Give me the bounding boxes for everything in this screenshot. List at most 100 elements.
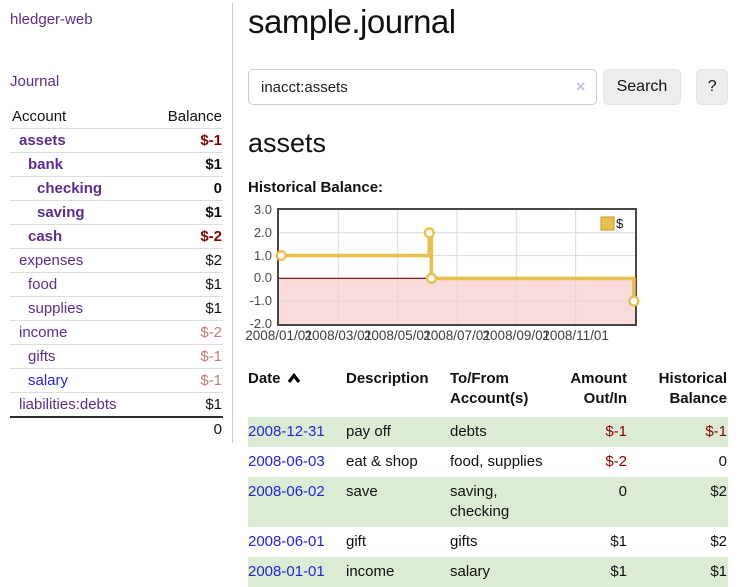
col-date-label: Date bbox=[248, 370, 281, 387]
col-amount: Amount Out/In bbox=[570, 370, 627, 407]
journal-nav: Journal bbox=[10, 73, 223, 90]
sidebar-item-journal[interactable]: Journal bbox=[10, 73, 60, 90]
main-content: sample.journal × Search ? assets Histori… bbox=[245, 3, 728, 587]
app-title-link[interactable]: hledger-web bbox=[10, 11, 93, 28]
transaction-description: income bbox=[346, 563, 395, 580]
x-tick-label: 2008/03/01 bbox=[304, 328, 373, 343]
transaction-accounts: gifts bbox=[450, 533, 478, 550]
y-tick-label: -1.0 bbox=[249, 293, 272, 309]
account-link[interactable]: income bbox=[19, 324, 68, 341]
transaction-balance: $-1 bbox=[705, 423, 727, 440]
account-balance: $-2 bbox=[148, 224, 223, 249]
account-balance: $1 bbox=[148, 272, 223, 297]
account-row: checking 0 bbox=[10, 176, 223, 201]
hledger-web-page: hledger-web Journal Account Balance asse… bbox=[0, 3, 742, 587]
transaction-accounts: debts bbox=[450, 423, 487, 440]
account-row: income $-2 bbox=[10, 320, 223, 345]
table-row: 2008-12-31 pay off debts $-1 $-1 bbox=[248, 417, 728, 447]
transaction-date-link[interactable]: 2008-06-01 bbox=[248, 533, 325, 550]
transaction-date-link[interactable]: 2008-01-01 bbox=[248, 563, 325, 580]
account-row: expenses $2 bbox=[10, 248, 223, 273]
x-tick-label: 2008/07/01 bbox=[423, 328, 491, 343]
chart-title: Historical Balance: bbox=[248, 179, 384, 196]
chart-x-axis: 2008/01/01 2008/03/01 2008/05/01 2008/07/01… bbox=[245, 328, 728, 346]
transaction-amount: $-2 bbox=[605, 453, 627, 470]
transaction-amount: $1 bbox=[610, 533, 627, 550]
transaction-date-link[interactable]: 2008-06-02 bbox=[248, 483, 325, 500]
account-link[interactable]: gifts bbox=[28, 348, 56, 365]
chart-plot-area: $ bbox=[275, 208, 640, 326]
transaction-description: save bbox=[346, 483, 378, 500]
x-tick-label: 2008/09/01 bbox=[482, 328, 551, 343]
account-row: cash $-2 bbox=[10, 224, 223, 249]
table-row: 2008-06-01 gift gifts $1 $2 bbox=[248, 527, 728, 557]
transaction-balance: $2 bbox=[710, 483, 727, 500]
app-title: hledger-web bbox=[10, 11, 223, 28]
account-balance: $1 bbox=[148, 200, 223, 225]
table-row: 2008-06-03 eat & shop food, supplies $-2… bbox=[248, 447, 728, 477]
transaction-balance: $2 bbox=[710, 533, 727, 550]
account-balance: $1 bbox=[148, 392, 223, 418]
y-tick-label: 0.0 bbox=[253, 270, 272, 286]
search-input[interactable] bbox=[248, 69, 597, 105]
register-table: Date Description To/From Account(s) Amou… bbox=[248, 367, 728, 587]
col-description: Description bbox=[346, 370, 429, 387]
account-balance: 0 bbox=[148, 176, 223, 201]
clear-search-icon[interactable]: × bbox=[575, 77, 586, 96]
account-row: salary $-1 bbox=[10, 368, 223, 393]
account-link[interactable]: assets bbox=[19, 132, 66, 149]
accounts-col-account: Account bbox=[10, 107, 149, 129]
transaction-amount: $1 bbox=[610, 563, 627, 580]
account-balance: $1 bbox=[148, 296, 223, 321]
account-link[interactable]: checking bbox=[37, 180, 103, 197]
account-link[interactable]: salary bbox=[28, 372, 69, 389]
transaction-accounts: saving, checking bbox=[450, 483, 510, 520]
account-link[interactable]: food bbox=[28, 276, 58, 293]
transaction-accounts: salary bbox=[450, 563, 491, 580]
account-row: saving $1 bbox=[10, 200, 223, 225]
sort-asc-icon bbox=[287, 372, 300, 383]
chart-y-axis: 3.0 2.0 1.0 0.0 -1.0 -2.0 bbox=[248, 203, 277, 331]
search-button[interactable]: Search bbox=[602, 69, 682, 105]
register-header-row: Date Description To/From Account(s) Amou… bbox=[248, 367, 728, 417]
y-tick-label: -2.0 bbox=[249, 316, 272, 331]
x-tick-label: 2008/05/01 bbox=[363, 328, 432, 343]
account-balance: $-2 bbox=[148, 320, 223, 345]
transaction-amount: 0 bbox=[618, 483, 627, 500]
accounts-total-spacer bbox=[10, 416, 149, 441]
account-balance: $2 bbox=[148, 248, 223, 273]
account-link[interactable]: liabilities:debts bbox=[19, 396, 117, 413]
x-tick-label: 2008/01/01 bbox=[245, 328, 313, 343]
account-link[interactable]: bank bbox=[28, 156, 64, 173]
transaction-date-link[interactable]: 2008-12-31 bbox=[248, 423, 325, 440]
y-tick-label: 3.0 bbox=[253, 202, 272, 217]
account-row: food $1 bbox=[10, 272, 223, 297]
account-balance: $1 bbox=[148, 152, 223, 177]
help-button[interactable]: ? bbox=[696, 69, 728, 105]
account-row: bank $1 bbox=[10, 152, 223, 177]
col-date[interactable]: Date bbox=[248, 367, 346, 417]
table-row: 2008-01-01 income salary $1 $1 bbox=[248, 557, 728, 587]
transaction-amount: $-1 bbox=[605, 423, 627, 440]
account-link[interactable]: expenses bbox=[19, 252, 84, 269]
transaction-date-link[interactable]: 2008-06-03 bbox=[248, 453, 325, 470]
account-link[interactable]: cash bbox=[28, 228, 63, 245]
search-input-wrap: × bbox=[248, 69, 597, 105]
account-link[interactable]: supplies bbox=[28, 300, 84, 317]
transaction-description: gift bbox=[346, 533, 367, 550]
account-row: liabilities:debts $1 bbox=[10, 392, 223, 418]
accounts-header-row: Account Balance bbox=[10, 107, 223, 129]
historical-balance-chart: 3.0 2.0 1.0 0.0 -1.0 -2.0 $ bbox=[248, 203, 728, 331]
x-tick-label: 2008/11/01 bbox=[542, 328, 609, 343]
accounts-total-value: 0 bbox=[148, 416, 223, 441]
table-row: 2008-06-02 save saving, checking 0 $2 bbox=[248, 477, 728, 527]
transaction-balance: 0 bbox=[718, 453, 727, 470]
account-row: assets $-1 bbox=[10, 128, 223, 153]
account-balance: $-1 bbox=[148, 128, 223, 153]
col-balance: Historical Balance bbox=[658, 370, 727, 407]
accounts-table: Account Balance assets $-1 bank $1 check… bbox=[10, 107, 223, 441]
transaction-description: pay off bbox=[346, 423, 391, 440]
svg-text:$: $ bbox=[616, 216, 624, 231]
transaction-balance: $1 bbox=[710, 563, 727, 580]
account-link[interactable]: saving bbox=[37, 204, 85, 221]
